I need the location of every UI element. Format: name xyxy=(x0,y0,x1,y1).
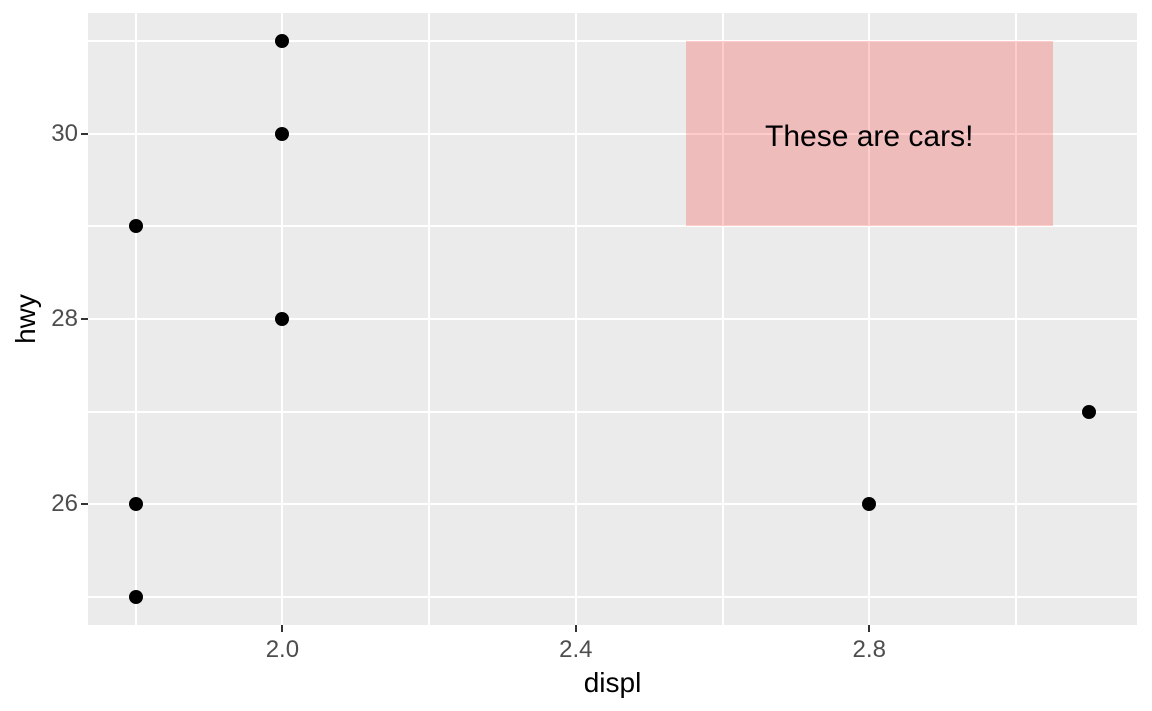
y-tick-mark xyxy=(81,132,88,135)
y-tick-label: 30 xyxy=(51,119,78,147)
gridline-major-horizontal xyxy=(88,318,1137,320)
annotation-rect xyxy=(685,40,1053,227)
y-tick-label: 26 xyxy=(51,490,78,518)
x-tick-label: 2.0 xyxy=(265,636,300,663)
data-point xyxy=(1082,404,1097,419)
x-tick-mark xyxy=(281,625,284,632)
data-point xyxy=(862,497,877,512)
x-tick-label: 2.4 xyxy=(559,636,593,663)
x-tick-label: 2.8 xyxy=(852,636,886,663)
data-point xyxy=(275,312,290,326)
data-point xyxy=(128,590,143,605)
gridline-major-horizontal xyxy=(88,132,1137,135)
gridline-minor-horizontal xyxy=(88,410,1137,413)
y-tick-mark xyxy=(81,318,88,320)
gridline-major-horizontal xyxy=(88,503,1137,506)
y-tick-mark xyxy=(81,503,88,506)
data-point xyxy=(275,126,290,141)
y-tick-label: 28 xyxy=(51,305,78,332)
gridline-minor-horizontal xyxy=(88,225,1137,228)
data-point xyxy=(128,497,143,512)
x-tick-mark xyxy=(868,625,871,632)
x-axis-title: displ xyxy=(583,667,642,698)
annotation-text-label: These are cars! xyxy=(765,119,974,153)
data-point xyxy=(128,219,143,234)
gridline-minor-horizontal xyxy=(88,39,1137,42)
gridline-minor-horizontal xyxy=(88,596,1137,599)
x-tick-mark xyxy=(574,625,577,632)
data-point xyxy=(275,33,290,48)
plot-panel xyxy=(88,13,1137,625)
